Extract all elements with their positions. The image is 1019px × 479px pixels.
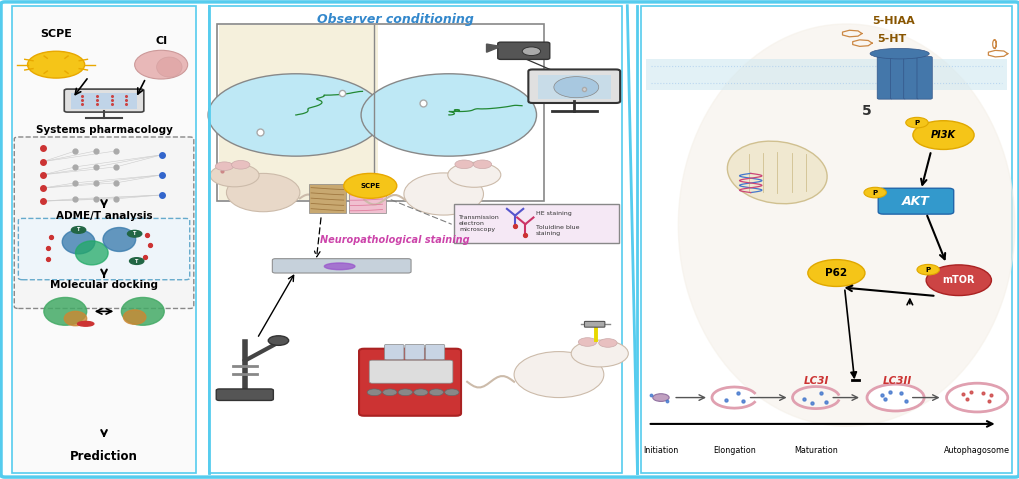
Circle shape	[268, 336, 288, 345]
Text: mTOR: mTOR	[942, 275, 974, 285]
FancyBboxPatch shape	[453, 204, 619, 243]
Circle shape	[429, 389, 443, 396]
FancyBboxPatch shape	[272, 259, 411, 273]
FancyBboxPatch shape	[903, 57, 918, 99]
Circle shape	[208, 74, 383, 156]
Text: CI: CI	[155, 36, 167, 46]
Circle shape	[210, 164, 259, 187]
Text: 5: 5	[861, 104, 871, 118]
FancyBboxPatch shape	[640, 6, 1011, 473]
Circle shape	[916, 264, 938, 275]
Text: T: T	[132, 231, 137, 236]
Circle shape	[28, 51, 85, 78]
Text: Elongation: Elongation	[712, 446, 755, 455]
FancyBboxPatch shape	[876, 57, 892, 99]
Ellipse shape	[157, 57, 182, 77]
Text: HE staining: HE staining	[535, 211, 571, 216]
Ellipse shape	[514, 352, 603, 398]
FancyBboxPatch shape	[916, 57, 931, 99]
Circle shape	[215, 162, 233, 171]
FancyBboxPatch shape	[18, 218, 190, 280]
FancyBboxPatch shape	[12, 6, 196, 473]
Circle shape	[231, 160, 250, 169]
Circle shape	[397, 389, 412, 396]
Circle shape	[946, 383, 1007, 412]
Circle shape	[925, 265, 990, 296]
Text: PI3K: PI3K	[930, 130, 955, 140]
Ellipse shape	[727, 141, 826, 204]
Ellipse shape	[75, 241, 108, 265]
Text: AKT: AKT	[901, 194, 929, 208]
Text: Neuropathological staining: Neuropathological staining	[320, 236, 470, 245]
FancyBboxPatch shape	[309, 184, 345, 213]
Circle shape	[473, 160, 491, 169]
Circle shape	[129, 258, 144, 264]
Circle shape	[454, 160, 473, 169]
FancyBboxPatch shape	[359, 349, 461, 416]
Ellipse shape	[678, 24, 1014, 426]
Circle shape	[905, 117, 927, 128]
Circle shape	[444, 389, 459, 396]
FancyBboxPatch shape	[14, 137, 194, 308]
Circle shape	[367, 389, 381, 396]
Circle shape	[578, 338, 596, 346]
FancyBboxPatch shape	[584, 321, 604, 327]
Text: Observer conditioning: Observer conditioning	[317, 12, 473, 26]
Ellipse shape	[404, 173, 483, 215]
Circle shape	[361, 74, 536, 156]
FancyBboxPatch shape	[890, 57, 905, 99]
Circle shape	[598, 339, 616, 347]
Ellipse shape	[44, 297, 87, 325]
FancyBboxPatch shape	[369, 360, 452, 383]
FancyBboxPatch shape	[497, 42, 549, 59]
Ellipse shape	[135, 50, 187, 79]
Text: Systems pharmacology: Systems pharmacology	[36, 125, 172, 135]
Text: Molecular docking: Molecular docking	[50, 280, 158, 290]
Ellipse shape	[77, 321, 94, 326]
Circle shape	[127, 230, 142, 237]
Circle shape	[71, 227, 86, 233]
Ellipse shape	[64, 311, 87, 326]
Ellipse shape	[121, 297, 164, 325]
FancyBboxPatch shape	[537, 75, 610, 99]
Text: Prediction: Prediction	[70, 449, 138, 463]
FancyBboxPatch shape	[384, 344, 404, 360]
Text: T: T	[76, 228, 81, 232]
Ellipse shape	[226, 173, 300, 212]
Ellipse shape	[123, 310, 146, 324]
Text: Initiation: Initiation	[643, 446, 678, 455]
Text: P: P	[913, 120, 919, 125]
Text: 5-HIAA: 5-HIAA	[871, 16, 914, 26]
FancyBboxPatch shape	[217, 24, 543, 201]
Text: Maturation: Maturation	[794, 446, 837, 455]
Text: LC3I: LC3I	[803, 376, 827, 386]
Polygon shape	[486, 44, 500, 52]
FancyBboxPatch shape	[209, 6, 622, 473]
Text: Toluidine blue
staining: Toluidine blue staining	[535, 226, 579, 236]
Text: P: P	[924, 267, 930, 273]
Text: P: P	[871, 190, 877, 195]
Circle shape	[912, 121, 973, 149]
FancyBboxPatch shape	[405, 344, 424, 360]
FancyBboxPatch shape	[348, 184, 385, 213]
Ellipse shape	[103, 228, 136, 251]
Circle shape	[652, 394, 668, 401]
Circle shape	[553, 77, 598, 98]
FancyBboxPatch shape	[528, 69, 620, 103]
Circle shape	[571, 340, 628, 367]
Text: LC3II: LC3II	[882, 376, 911, 386]
Circle shape	[343, 173, 396, 198]
Text: SCPE: SCPE	[40, 29, 72, 39]
Text: SCPE: SCPE	[360, 183, 380, 189]
FancyBboxPatch shape	[71, 93, 137, 109]
Ellipse shape	[324, 263, 355, 270]
FancyBboxPatch shape	[216, 389, 273, 400]
Text: 5-HT: 5-HT	[876, 34, 906, 44]
FancyBboxPatch shape	[645, 59, 1006, 90]
Text: T: T	[135, 259, 139, 263]
Circle shape	[382, 389, 396, 396]
FancyBboxPatch shape	[425, 344, 444, 360]
Text: P62: P62	[824, 268, 847, 278]
Circle shape	[863, 187, 886, 198]
